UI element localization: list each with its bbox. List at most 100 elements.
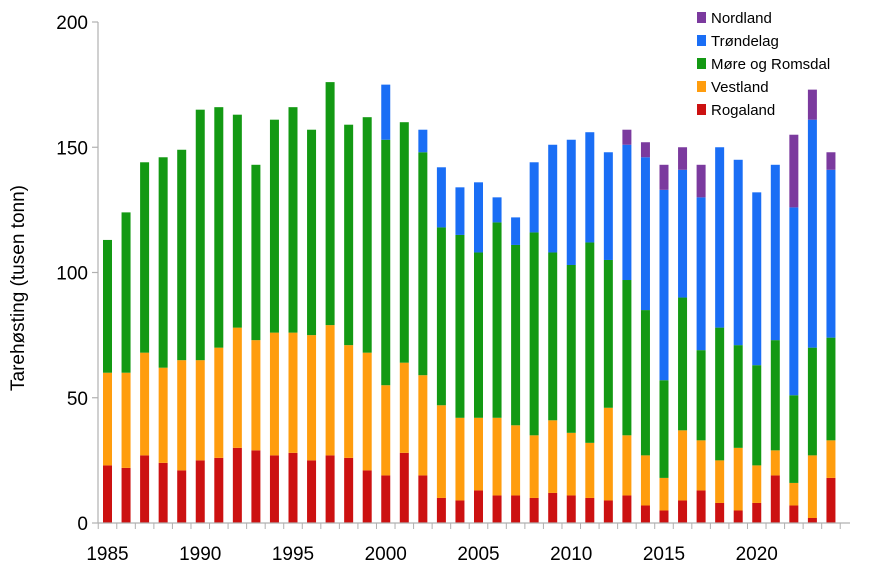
- bar-rogaland-1999: [362, 470, 372, 523]
- bar-rogaland-1998: [344, 457, 354, 523]
- bar-vestland-2015: [659, 477, 669, 511]
- bar-m-re-og-romsdal-2021: [770, 340, 780, 451]
- bar-m-re-og-romsdal-1992: [232, 114, 242, 328]
- bar-vestland-2006: [492, 417, 502, 496]
- bar-m-re-og-romsdal-1993: [251, 164, 261, 341]
- bar-nordland-2015: [659, 164, 669, 190]
- bar-vestland-1992: [232, 327, 242, 448]
- bar-rogaland-2021: [770, 475, 780, 523]
- bar-vestland-2017: [696, 440, 706, 491]
- bar-m-re-og-romsdal-2014: [640, 310, 650, 456]
- bar-m-re-og-romsdal-2006: [492, 222, 502, 418]
- bar-tr-ndelag-2000: [381, 84, 391, 140]
- bar-tr-ndelag-2009: [548, 144, 558, 253]
- bar-rogaland-1997: [325, 455, 335, 523]
- bar-m-re-og-romsdal-2016: [678, 297, 688, 431]
- legend: Nordland Trøndelag Møre og Romsdal Vestland…: [697, 10, 830, 119]
- bar-rogaland-2013: [622, 495, 632, 523]
- bar-rogaland-2024: [826, 477, 836, 523]
- bar-tr-ndelag-2005: [474, 182, 483, 253]
- bar-rogaland-1993: [251, 450, 261, 523]
- bar-rogaland-2012: [603, 500, 613, 523]
- bar-tr-ndelag-2023: [807, 119, 817, 348]
- bar-m-re-og-romsdal-1999: [362, 117, 372, 353]
- bar-tr-ndelag-2010: [566, 139, 576, 265]
- y-tick-label-150: 150: [56, 138, 88, 159]
- bar-vestland-2000: [381, 385, 391, 476]
- bars-layer: [103, 82, 836, 524]
- bar-m-re-og-romsdal-2005: [474, 252, 483, 418]
- x-tick-label-2015: 2015: [643, 544, 685, 565]
- bar-m-re-og-romsdal-2000: [381, 139, 391, 386]
- bar-vestland-2004: [455, 417, 465, 501]
- bar-rogaland-2008: [529, 497, 539, 523]
- bar-m-re-og-romsdal-2024: [826, 337, 836, 441]
- bar-tr-ndelag-2002: [418, 129, 428, 153]
- bar-m-re-og-romsdal-2015: [659, 380, 669, 478]
- legend-swatch-rogaland: [697, 104, 706, 115]
- bar-m-re-og-romsdal-1997: [325, 82, 335, 326]
- bar-vestland-1991: [214, 347, 224, 458]
- bar-tr-ndelag-2019: [733, 159, 743, 346]
- bar-rogaland-2007: [511, 495, 521, 523]
- x-tick-label-2020: 2020: [736, 544, 778, 565]
- bar-tr-ndelag-2008: [529, 162, 539, 233]
- bar-vestland-2012: [603, 407, 613, 501]
- bar-tr-ndelag-2015: [659, 189, 669, 381]
- bar-nordland-2023: [807, 89, 817, 120]
- bar-vestland-2002: [418, 375, 428, 476]
- bar-rogaland-2009: [548, 492, 558, 523]
- bar-tr-ndelag-2022: [789, 207, 799, 396]
- bar-nordland-2013: [622, 129, 632, 145]
- legend-label-tr-ndelag: Trøndelag: [711, 33, 779, 50]
- bar-rogaland-2006: [492, 495, 502, 523]
- bar-tr-ndelag-2013: [622, 144, 632, 281]
- bar-m-re-og-romsdal-1986: [121, 212, 131, 373]
- bar-m-re-og-romsdal-2020: [752, 365, 762, 466]
- bar-tr-ndelag-2012: [603, 152, 613, 260]
- bar-vestland-1996: [307, 335, 317, 461]
- bar-vestland-1986: [121, 372, 131, 468]
- bar-m-re-og-romsdal-2022: [789, 395, 799, 483]
- bar-rogaland-1989: [177, 470, 187, 523]
- bar-vestland-2018: [715, 460, 725, 503]
- bar-vestland-2001: [399, 362, 409, 453]
- bar-tr-ndelag-2024: [826, 169, 836, 338]
- bar-rogaland-1986: [121, 467, 131, 523]
- bar-m-re-og-romsdal-1989: [177, 149, 187, 361]
- bar-rogaland-1987: [140, 455, 150, 523]
- bar-tr-ndelag-2017: [696, 197, 706, 351]
- bar-tr-ndelag-2004: [455, 187, 465, 235]
- bar-m-re-og-romsdal-2003: [436, 227, 446, 406]
- bar-vestland-2020: [752, 465, 762, 503]
- bar-rogaland-2020: [752, 502, 762, 523]
- bar-tr-ndelag-2011: [585, 132, 595, 243]
- bar-vestland-1990: [195, 360, 205, 461]
- bar-vestland-2005: [474, 417, 483, 491]
- bar-m-re-og-romsdal-2013: [622, 280, 632, 436]
- legend-swatch-nordland: [697, 12, 706, 23]
- bar-rogaland-2016: [678, 500, 688, 523]
- bar-m-re-og-romsdal-1995: [288, 107, 298, 333]
- bar-rogaland-1996: [307, 460, 317, 524]
- bar-m-re-og-romsdal-1994: [269, 119, 279, 333]
- y-tick-label-50: 50: [67, 389, 88, 410]
- bar-rogaland-2000: [381, 475, 391, 523]
- legend-label-rogaland: Rogaland: [711, 102, 775, 119]
- bar-m-re-og-romsdal-1991: [214, 107, 224, 348]
- bar-rogaland-1992: [232, 447, 242, 523]
- bar-vestland-2013: [622, 435, 632, 496]
- bar-vestland-2014: [640, 455, 650, 506]
- bar-rogaland-1991: [214, 457, 224, 523]
- legend-swatch-m-re-og-romsdal: [697, 58, 706, 69]
- bar-rogaland-2015: [659, 510, 669, 523]
- bar-vestland-1997: [325, 325, 335, 456]
- bar-rogaland-2011: [585, 497, 595, 523]
- x-tick-label-2000: 2000: [365, 544, 407, 565]
- y-axis-label: Tarehøsting (tusen tonn): [8, 185, 29, 391]
- bar-rogaland-1985: [103, 465, 112, 523]
- bar-m-re-og-romsdal-2023: [807, 347, 817, 456]
- bar-vestland-2010: [566, 432, 576, 496]
- bar-nordland-2017: [696, 164, 706, 198]
